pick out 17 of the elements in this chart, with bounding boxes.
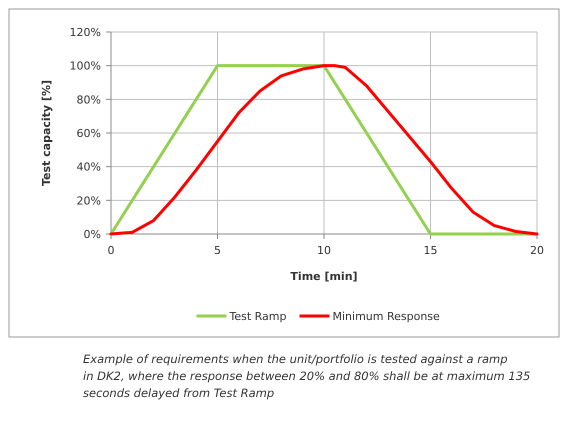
x-tick-label: 10 (317, 244, 331, 257)
y-tick-label: 60% (76, 127, 101, 140)
x-tick-label: 15 (424, 244, 438, 257)
legend-label: Test Ramp (228, 310, 287, 323)
x-tick-label: 0 (108, 244, 114, 257)
y-tick-label: 20% (76, 194, 101, 208)
y-tick-label: 40% (76, 160, 101, 174)
x-tick-label: 5 (214, 244, 221, 257)
y-tick-label: 120% (70, 26, 101, 39)
y-tick-label: 100% (70, 60, 101, 73)
y-tick-label: 80% (76, 93, 101, 106)
x-tick-label: 20 (530, 244, 544, 257)
legend-label: Minimum Response (332, 310, 440, 323)
y-axis-title: Test capacity [%] (40, 80, 53, 186)
text: Example of requirements when the unit/portfolio is tested against a ramp in DK2, where the response between 20% and 80% shall be at maximum 135 seconds delayed from Test Ramp (83, 352, 530, 400)
y-tick-label: 0% (84, 228, 101, 241)
x-axis-title: Time [min] (290, 270, 358, 283)
